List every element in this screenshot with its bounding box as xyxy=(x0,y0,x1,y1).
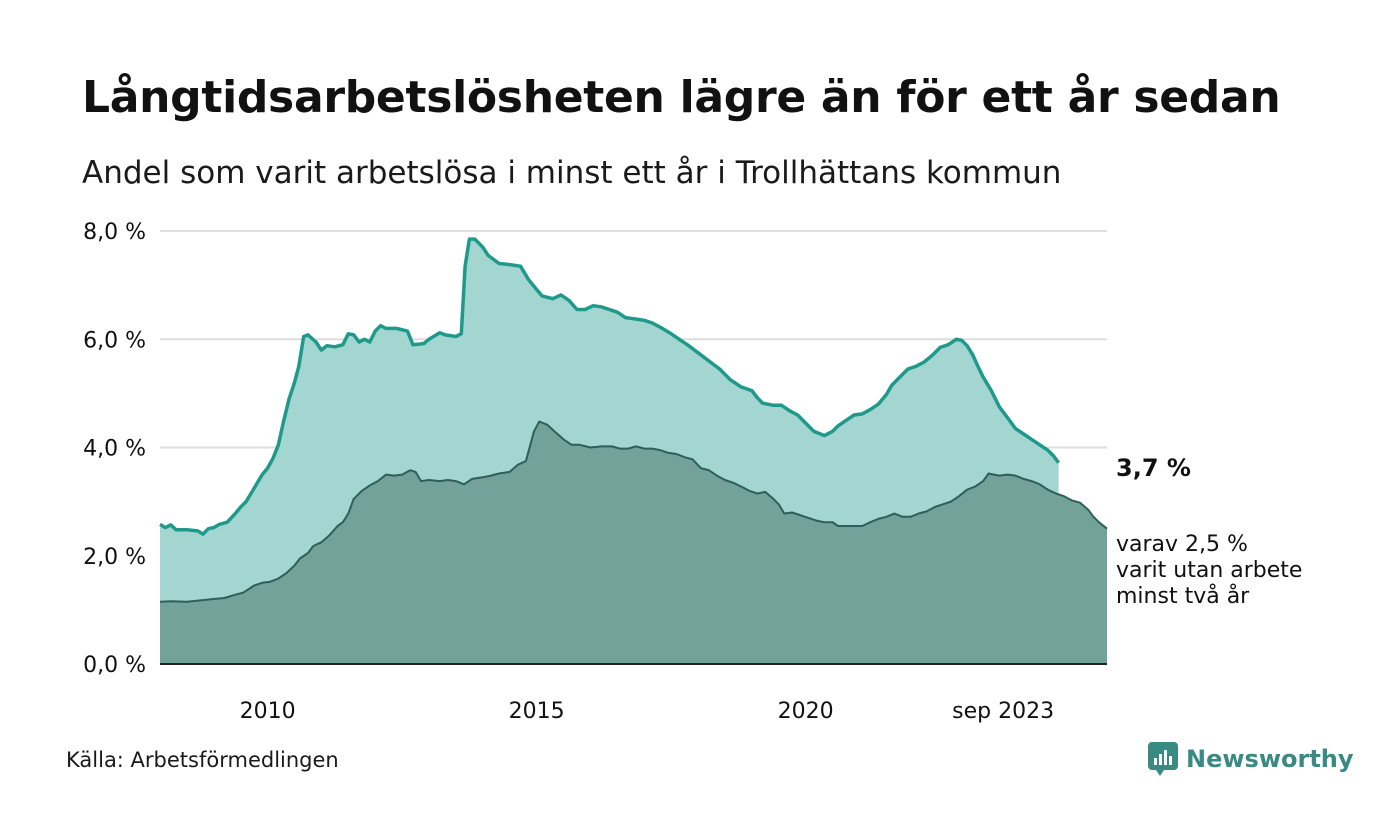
series-2-end-label-line-3: minst två år xyxy=(1116,583,1250,609)
x-tick-label: 2010 xyxy=(240,699,296,724)
brand-name: Newsworthy xyxy=(1186,745,1354,773)
y-tick-label: 2,0 % xyxy=(83,545,146,570)
source-note: Källa: Arbetsförmedlingen xyxy=(66,748,339,772)
chart-title: Långtidsarbetslösheten lägre än för ett … xyxy=(82,72,1281,123)
y-tick-label: 6,0 % xyxy=(83,328,146,353)
x-axis-ticks: 2010 2015 2020 sep 2023 xyxy=(240,699,1055,724)
x-tick-label: 2020 xyxy=(778,699,834,724)
y-axis-ticks: 0,0 % 2,0 % 4,0 % 6,0 % 8,0 % xyxy=(83,220,146,678)
y-tick-label: 8,0 % xyxy=(83,220,146,245)
chart-subtitle: Andel som varit arbetslösa i minst ett å… xyxy=(82,155,1062,191)
series-2-line xyxy=(159,420,1108,603)
series-1-end-label: 3,7 % xyxy=(1116,454,1191,482)
y-tick-label: 4,0 % xyxy=(83,437,146,462)
x-tick-label: sep 2023 xyxy=(952,699,1054,724)
series-1-line xyxy=(159,237,1060,536)
brand-logo: Newsworthy xyxy=(1148,742,1354,776)
series-2-end-label-line-1: varav 2,5 % xyxy=(1116,532,1248,557)
series-2-area xyxy=(160,421,1107,664)
x-tick-label: 2015 xyxy=(509,699,565,724)
series-2-end-label-line-2: varit utan arbete xyxy=(1116,558,1302,583)
y-tick-label: 0,0 % xyxy=(83,653,146,678)
newsworthy-icon xyxy=(1148,742,1178,776)
